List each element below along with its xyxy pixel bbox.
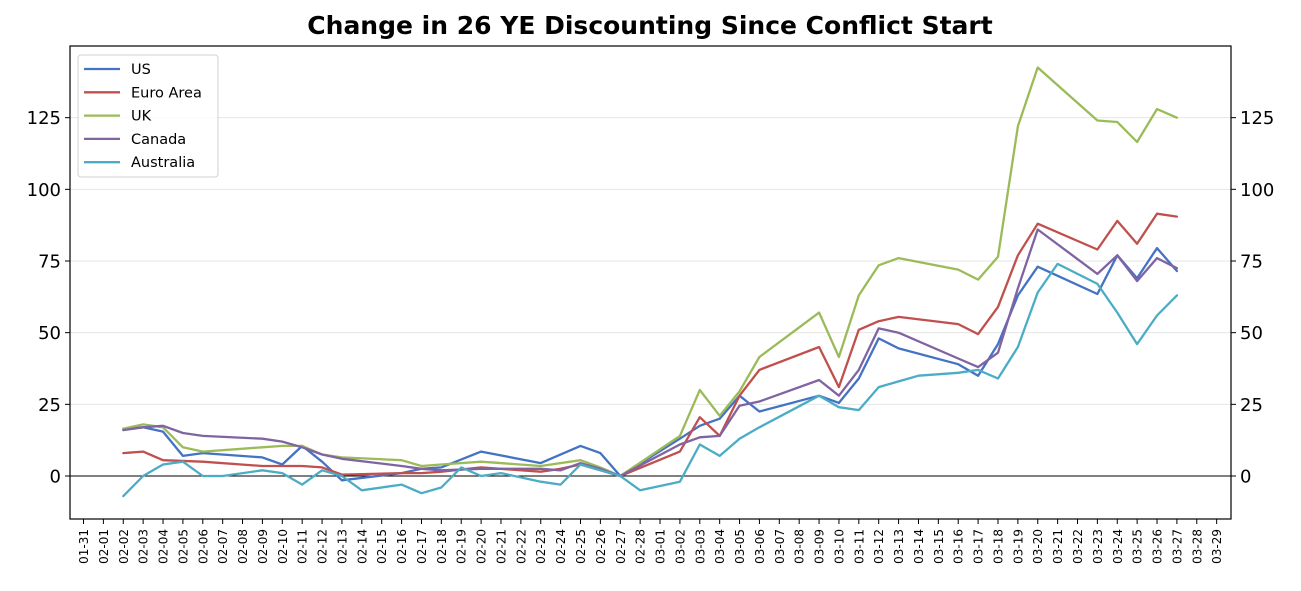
x-tick-label: 03-04 — [713, 529, 727, 564]
legend-label: Euro Area — [131, 85, 202, 101]
x-tick-label: 03-10 — [832, 529, 846, 564]
x-tick-label: 02-11 — [296, 529, 310, 564]
y-tick-label-right: 0 — [1240, 467, 1251, 488]
x-tick-label: 03-01 — [654, 529, 668, 564]
x-tick-label: 03-09 — [813, 529, 827, 564]
x-tick-label: 03-07 — [773, 529, 787, 564]
x-tick-label: 02-20 — [475, 529, 489, 564]
x-tick-label: 02-09 — [256, 529, 270, 564]
x-tick-label: 03-23 — [1091, 529, 1105, 564]
x-axis: 01-31 02-01 02-02 02-03 02-04 02-05 02-06 02-07… — [77, 519, 1224, 564]
x-tick-label: 02-21 — [494, 529, 508, 564]
y-tick-label-right: 25 — [1240, 395, 1263, 416]
x-tick-label: 02-28 — [634, 529, 648, 564]
chart-title: Change in 26 YE Discounting Since Confli… — [307, 11, 992, 40]
x-tick-label: 03-29 — [1210, 529, 1224, 564]
x-tick-label: 02-08 — [236, 529, 250, 564]
y-tick-label-left: 25 — [38, 395, 61, 416]
y-tick-label-right: 75 — [1240, 252, 1263, 273]
gridlines — [70, 117, 1231, 477]
x-tick-label: 02-27 — [614, 529, 628, 564]
plot-frame — [69, 45, 1232, 520]
y-tick-label-left: 75 — [38, 252, 61, 273]
x-tick-label: 02-22 — [514, 529, 528, 564]
x-tick-label: 03-22 — [1071, 529, 1085, 564]
x-tick-label: 03-12 — [872, 529, 886, 564]
y-tick-label-left: 100 — [27, 180, 61, 201]
legend-box — [77, 54, 219, 178]
x-tick-label: 02-23 — [534, 529, 548, 564]
series-lines — [122, 66, 1179, 498]
x-tick-label: 02-18 — [435, 529, 449, 564]
x-tick-label: 03-15 — [932, 529, 946, 564]
x-tick-label: 03-18 — [991, 529, 1005, 564]
y-tick-label-right: 50 — [1240, 323, 1263, 344]
series-line-euro-area — [122, 212, 1179, 478]
x-tick-label: 02-02 — [117, 529, 131, 564]
x-tick-label: 03-19 — [1011, 529, 1025, 564]
x-tick-label: 02-17 — [415, 529, 429, 564]
y-tick-label-left: 0 — [50, 467, 61, 488]
x-tick-label: 02-10 — [276, 529, 290, 564]
x-tick-label: 03-13 — [892, 529, 906, 564]
x-tick-label: 03-21 — [1051, 529, 1065, 564]
x-tick-label: 03-25 — [1131, 529, 1145, 564]
series-line-australia — [122, 262, 1179, 498]
y-tick-label-right: 125 — [1240, 108, 1274, 129]
series-line-uk — [122, 66, 1179, 478]
x-tick-label: 02-26 — [594, 529, 608, 564]
x-tick-label: 03-05 — [733, 529, 747, 564]
x-tick-label: 02-05 — [176, 529, 190, 564]
legend: US Euro Area UK Canada Australia — [77, 54, 219, 178]
x-tick-label: 03-14 — [912, 529, 926, 564]
x-tick-label: 02-15 — [375, 529, 389, 564]
y-tick-label-left: 50 — [38, 323, 61, 344]
x-tick-label: 03-28 — [1190, 529, 1204, 564]
legend-label: Canada — [131, 132, 186, 148]
x-tick-label: 02-04 — [157, 529, 171, 564]
legend-label: UK — [131, 109, 152, 125]
series-line-canada — [122, 228, 1179, 478]
x-tick-label: 03-27 — [1170, 529, 1184, 564]
y-axis-right: 0 25 50 75 100 125 — [1231, 108, 1274, 488]
x-tick-label: 02-16 — [395, 529, 409, 564]
y-axis-left: 0 25 50 75 100 125 — [27, 108, 70, 488]
x-tick-label: 02-24 — [554, 529, 568, 564]
x-tick-label: 03-03 — [693, 529, 707, 564]
x-tick-label: 01-31 — [77, 529, 91, 564]
x-tick-label: 03-11 — [852, 529, 866, 564]
y-tick-label-right: 100 — [1240, 180, 1274, 201]
x-tick-label: 02-01 — [97, 529, 111, 564]
x-tick-label: 03-20 — [1031, 529, 1045, 564]
x-tick-label: 03-17 — [972, 529, 986, 564]
legend-label: US — [131, 62, 151, 78]
x-tick-label: 03-16 — [952, 529, 966, 564]
x-tick-label: 02-14 — [355, 529, 369, 564]
x-tick-label: 02-06 — [196, 529, 210, 564]
x-tick-label: 02-13 — [335, 529, 349, 564]
x-tick-label: 03-02 — [673, 529, 687, 564]
x-tick-label: 02-03 — [137, 529, 151, 564]
x-tick-label: 03-26 — [1151, 529, 1165, 564]
x-tick-label: 03-24 — [1111, 529, 1125, 564]
x-tick-label: 02-25 — [574, 529, 588, 564]
y-tick-label-left: 125 — [27, 108, 61, 129]
x-tick-label: 03-06 — [753, 529, 767, 564]
x-tick-label: 02-12 — [316, 529, 330, 564]
x-tick-label: 02-07 — [216, 529, 230, 564]
x-tick-label: 03-08 — [793, 529, 807, 564]
x-tick-label: 02-19 — [455, 529, 469, 564]
legend-label: Australia — [131, 155, 195, 171]
